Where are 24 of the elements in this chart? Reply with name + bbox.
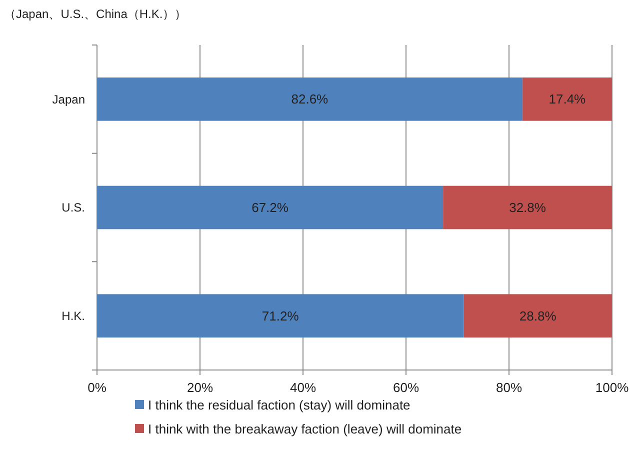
x-tick-label: 80% [496, 380, 522, 395]
bar [97, 186, 444, 230]
x-tick-label: 100% [595, 380, 630, 395]
bar [97, 78, 522, 121]
y-tick-label: Japan [52, 92, 85, 106]
data-label: 17.4% [548, 92, 586, 107]
x-tick-label: 20% [186, 380, 214, 395]
legend-label: I think with the breakaway faction (leave) will dominate [148, 422, 462, 437]
x-tick-label: 40% [290, 380, 316, 395]
data-label: 82.6% [291, 92, 329, 107]
bar [464, 294, 612, 338]
data-label: 71.2% [262, 308, 300, 324]
data-label: 28.8% [519, 308, 557, 324]
bar [443, 186, 612, 230]
chart-title: （Japan、U.S.、China（H.K.）） [4, 7, 187, 21]
bar [522, 78, 612, 121]
x-tick-label: 0% [88, 380, 107, 395]
bar [97, 294, 464, 338]
data-label: 67.2% [252, 200, 289, 216]
x-tick-label: 60% [392, 380, 420, 395]
legend-label: I think the residual faction (stay) will dominate [148, 398, 410, 413]
y-tick-label: H.K. [62, 309, 85, 324]
data-label: 32.8% [509, 200, 546, 216]
y-tick-label: U.S. [62, 200, 85, 215]
